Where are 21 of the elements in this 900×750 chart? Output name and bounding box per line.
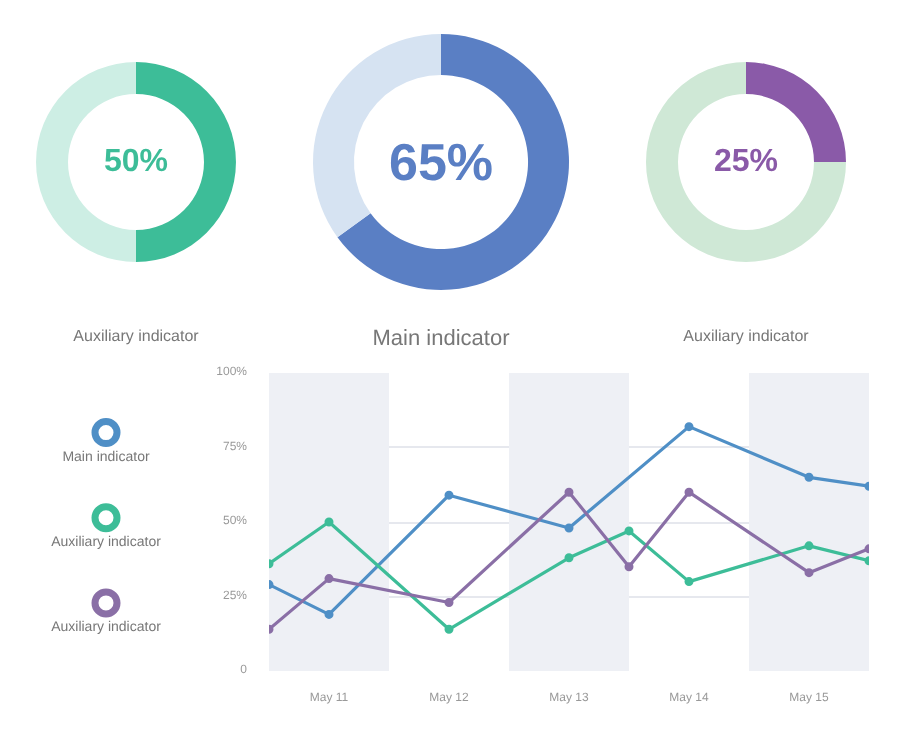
point <box>324 609 334 619</box>
point <box>444 490 454 500</box>
point <box>804 472 814 482</box>
point <box>684 422 694 432</box>
text: Auxiliary indicator <box>73 327 200 345</box>
point <box>804 568 814 578</box>
text: Auxiliary indicator <box>683 327 810 345</box>
text: Main indicator <box>372 327 511 351</box>
point <box>684 577 694 587</box>
point <box>444 597 454 607</box>
point <box>324 574 334 584</box>
text: 65% <box>388 132 494 192</box>
point <box>324 517 334 527</box>
point <box>444 624 454 634</box>
point <box>684 487 694 497</box>
text: 50% <box>103 145 169 179</box>
point <box>564 487 574 497</box>
point <box>564 523 574 533</box>
point <box>804 541 814 551</box>
text: 25% <box>713 145 779 179</box>
point <box>564 553 574 563</box>
